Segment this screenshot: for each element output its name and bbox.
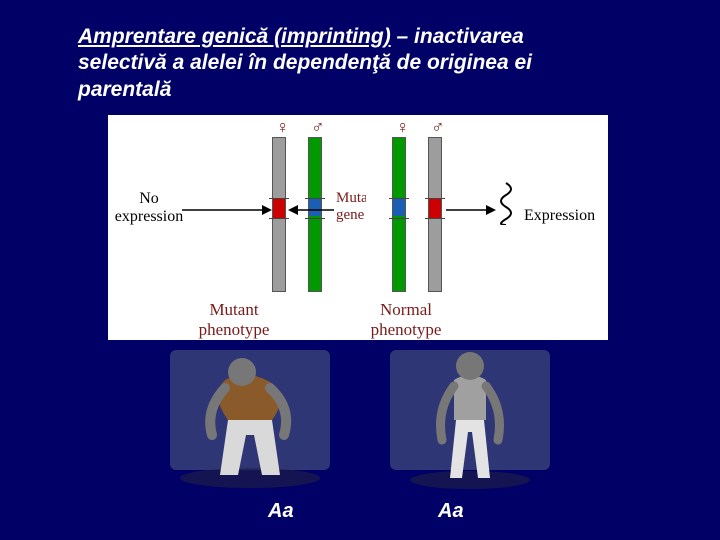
arrow-icon [288, 203, 334, 217]
diagram-area: ♀ ♂ No expression Mutant gene [108, 115, 608, 340]
tick [425, 218, 445, 219]
person-normal-icon [370, 340, 570, 500]
genotype-right: Aa [438, 500, 464, 523]
person-mutant-icon [150, 340, 350, 500]
chrom-arm [393, 138, 405, 198]
arrow-icon [182, 203, 272, 217]
tick [269, 198, 289, 199]
chrom-right-male [428, 137, 442, 292]
slide-title: Amprentare genică (imprinting) – inactiv… [78, 24, 638, 103]
sex-row-left: ♀ ♂ [108, 117, 360, 137]
tick [269, 218, 289, 219]
chrom-arm [309, 138, 321, 198]
tick [389, 198, 409, 199]
male-symbol-icon: ♂ [431, 117, 445, 138]
mutant-band [429, 198, 441, 218]
panel-normal: ♀ ♂ Expression Normal phenotype [366, 115, 608, 340]
chrom-arm [309, 216, 321, 291]
no-expression-label: No expression [114, 190, 184, 226]
female-symbol-icon: ♀ [396, 117, 410, 138]
mutant-band [273, 198, 285, 218]
people-area [150, 340, 570, 495]
sex-row-right: ♀ ♂ [366, 117, 608, 137]
tick [389, 218, 409, 219]
genotype-left: Aa [268, 500, 294, 523]
normal-phenotype-label: Normal phenotype [306, 300, 506, 340]
title-rest1: – inactivarea [391, 25, 524, 48]
chrom-right-female [392, 137, 406, 292]
title-line3: parentală [78, 78, 171, 101]
male-symbol-icon: ♂ [311, 117, 325, 138]
expression-label: Expression [524, 207, 595, 225]
chrom-arm [393, 216, 405, 291]
tick [425, 198, 445, 199]
title-term: Amprentare genică (imprinting) [78, 25, 391, 48]
rna-squiggle-icon [498, 181, 520, 225]
normal-band [393, 198, 405, 218]
tick [305, 198, 325, 199]
tick [305, 218, 325, 219]
title-line2: selectivă a alelei în dependenţă de orig… [78, 51, 532, 74]
female-symbol-icon: ♀ [276, 117, 290, 138]
arrow-icon [446, 203, 496, 217]
chrom-left-female [272, 137, 286, 292]
